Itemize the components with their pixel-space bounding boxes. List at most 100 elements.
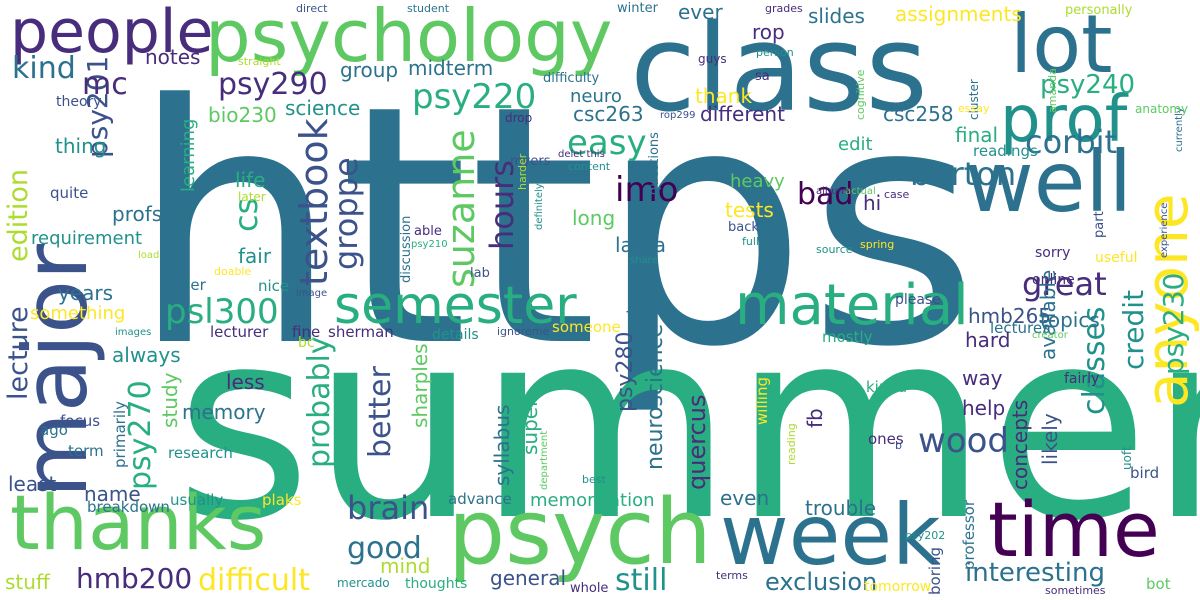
- word-sharples: sharples: [408, 343, 432, 428]
- word-sherman: sherman: [328, 323, 394, 341]
- word-interesting: interesting: [965, 558, 1105, 588]
- word-someone: someone: [552, 318, 621, 336]
- word-thing: thing: [55, 134, 107, 158]
- word-group: group: [340, 58, 399, 82]
- word-harder: harder: [516, 153, 529, 190]
- word-details: details: [432, 327, 479, 343]
- word-professor: professor: [960, 499, 978, 570]
- word-mc: mc: [82, 67, 128, 102]
- word-quite: quite: [50, 184, 89, 202]
- word-bird: bird: [1130, 464, 1160, 482]
- word-images: images: [115, 327, 152, 338]
- word-difficult: difficult: [198, 563, 310, 598]
- word-breakdown: breakdown: [87, 498, 170, 516]
- word-plaks: plaks: [262, 491, 302, 509]
- word-primarily: primarily: [111, 400, 129, 468]
- word-willing: willing: [753, 377, 771, 425]
- word-material: material: [735, 273, 969, 338]
- word-department: department: [539, 430, 550, 490]
- word-bc: bc: [298, 335, 315, 351]
- word-ever: ever: [678, 0, 723, 24]
- word-hours: hours: [483, 160, 521, 250]
- word-psych: psych: [448, 480, 712, 585]
- word-prof: prof: [1000, 83, 1128, 157]
- word-guys: guys: [698, 52, 727, 66]
- word-essay: essay: [958, 102, 990, 115]
- word-able: able: [414, 224, 442, 239]
- word-csc258: csc258: [883, 102, 954, 126]
- word-exclusion: exclusion: [765, 568, 878, 596]
- word-myers: myers: [510, 154, 551, 169]
- word-grades: grades: [765, 2, 803, 15]
- word-csc263: csc263: [573, 102, 644, 126]
- word-psy230: psy230: [1157, 272, 1190, 375]
- word-memory: memory: [182, 400, 266, 424]
- word-nice: nice: [258, 277, 290, 295]
- word-class: class: [630, 0, 928, 139]
- word-requirement: requirement: [31, 228, 143, 249]
- word-imo: imo: [615, 170, 679, 210]
- word-neuro: neuro: [570, 86, 622, 107]
- word-lecturer: lecturer: [210, 323, 269, 341]
- word-fall: fall: [626, 303, 657, 327]
- word-deletthis: delet this: [558, 149, 605, 160]
- word-hmb200: hmb200: [76, 562, 193, 595]
- word-psy210: psy210: [411, 239, 448, 250]
- word-term: term: [68, 442, 104, 460]
- word-spring: spring: [860, 238, 895, 251]
- word-general: general: [490, 566, 567, 590]
- word-rop299: rop299: [660, 110, 696, 121]
- word-help: help: [962, 396, 1006, 420]
- word-kind: kind: [12, 51, 76, 86]
- word-questions: questions: [647, 132, 662, 195]
- word-whole: whole: [570, 581, 609, 596]
- word-profs: profs: [112, 202, 163, 226]
- word-good: good: [347, 531, 422, 566]
- word-b: b: [895, 439, 902, 452]
- word-trouble: trouble: [805, 496, 877, 520]
- word-likely: likely: [1038, 413, 1062, 465]
- word-direct: direct: [296, 2, 328, 15]
- word-share: share: [630, 255, 658, 266]
- word-fair: fair: [238, 244, 272, 268]
- word-always: always: [112, 343, 181, 367]
- word-long: long: [572, 206, 616, 230]
- word-hi: hi: [863, 191, 882, 215]
- word-even: even: [720, 486, 770, 510]
- word-mostly: mostly: [822, 328, 873, 346]
- word-heavy: heavy: [730, 171, 785, 192]
- word-sa: sa: [755, 69, 770, 84]
- word-research: research: [168, 444, 233, 462]
- word-name: name: [84, 482, 141, 506]
- word-readings: readings: [973, 142, 1038, 160]
- word-quercus: quercus: [683, 394, 711, 490]
- word-usually: usually: [170, 491, 224, 509]
- word-psy220: psy220: [412, 77, 537, 117]
- word-load: load: [138, 250, 160, 261]
- word-straight: straight: [238, 55, 281, 68]
- word-week: week: [720, 486, 941, 584]
- word-ago: ago: [40, 421, 68, 439]
- word-drop: drop: [505, 111, 533, 125]
- word-bio230: bio230: [208, 103, 277, 127]
- word-lectures: lectures: [990, 319, 1050, 337]
- word-time: time: [988, 485, 1160, 574]
- word-please: please: [895, 292, 941, 308]
- word-source: source: [816, 243, 853, 256]
- word-later: later: [238, 190, 266, 204]
- word-full: full: [742, 235, 759, 248]
- word-still: still: [615, 563, 668, 598]
- word-laura: laura: [615, 233, 666, 257]
- word-semester: semester: [334, 276, 577, 336]
- word-tests: tests: [725, 198, 774, 222]
- word-topics: topics: [1040, 308, 1100, 332]
- word-hmb265: hmb265: [968, 304, 1052, 328]
- word-edit: edit: [838, 134, 873, 155]
- word-theory: theory: [56, 94, 102, 110]
- word-lab: lab: [470, 266, 490, 281]
- word-content: content: [568, 160, 611, 173]
- word-bot: bot: [1146, 575, 1171, 593]
- word-better: better: [363, 366, 398, 458]
- word-years: years: [58, 281, 114, 305]
- word-cognitive: cognitive: [854, 69, 867, 120]
